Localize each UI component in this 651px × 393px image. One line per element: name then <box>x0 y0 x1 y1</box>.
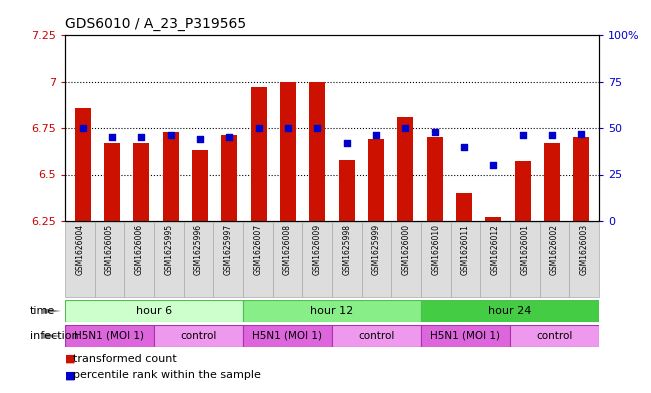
Bar <box>426 137 443 221</box>
Text: GSM1625995: GSM1625995 <box>164 224 173 275</box>
Point <box>488 162 499 168</box>
Text: ■: ■ <box>65 354 76 364</box>
Bar <box>243 300 421 322</box>
Text: hour 12: hour 12 <box>311 306 353 316</box>
Text: GSM1626012: GSM1626012 <box>491 224 500 275</box>
Point <box>77 125 88 131</box>
Bar <box>243 325 332 347</box>
Point <box>195 136 205 142</box>
Bar <box>192 150 208 221</box>
Text: GSM1626010: GSM1626010 <box>432 224 440 275</box>
Point <box>430 129 440 135</box>
Bar <box>515 162 531 221</box>
Text: GSM1625996: GSM1625996 <box>194 224 203 275</box>
Bar <box>154 325 243 347</box>
Text: GSM1626007: GSM1626007 <box>253 224 262 275</box>
Bar <box>251 87 267 221</box>
Text: GSM1626005: GSM1626005 <box>105 224 114 275</box>
Point <box>165 132 176 139</box>
Polygon shape <box>43 333 61 339</box>
Bar <box>221 136 238 221</box>
Text: GSM1626006: GSM1626006 <box>135 224 144 275</box>
Polygon shape <box>43 308 61 314</box>
Text: GSM1626001: GSM1626001 <box>520 224 529 275</box>
Point <box>459 143 469 150</box>
Text: GSM1626002: GSM1626002 <box>550 224 559 275</box>
Text: hour 24: hour 24 <box>488 306 532 316</box>
Text: GSM1626011: GSM1626011 <box>461 224 470 275</box>
Text: ■: ■ <box>65 370 76 380</box>
Text: control: control <box>180 331 217 341</box>
Bar <box>65 300 243 322</box>
Bar <box>544 143 560 221</box>
Text: control: control <box>536 331 573 341</box>
Text: hour 6: hour 6 <box>136 306 172 316</box>
Text: GDS6010 / A_23_P319565: GDS6010 / A_23_P319565 <box>65 17 246 31</box>
Bar <box>332 325 421 347</box>
Bar <box>574 137 589 221</box>
Point <box>400 125 411 131</box>
Bar <box>65 325 154 347</box>
Text: GSM1626004: GSM1626004 <box>76 224 85 275</box>
Point <box>576 130 587 137</box>
Text: H5N1 (MOI 1): H5N1 (MOI 1) <box>253 331 322 341</box>
Bar <box>133 143 149 221</box>
Point <box>371 132 381 139</box>
Text: percentile rank within the sample: percentile rank within the sample <box>73 370 260 380</box>
Text: control: control <box>358 331 395 341</box>
Bar <box>456 193 472 221</box>
Text: GSM1625998: GSM1625998 <box>342 224 352 275</box>
Bar <box>421 325 510 347</box>
Point <box>107 134 117 140</box>
Point <box>136 134 146 140</box>
Point <box>547 132 557 139</box>
Point <box>224 134 234 140</box>
Text: H5N1 (MOI 1): H5N1 (MOI 1) <box>430 331 501 341</box>
Bar <box>309 81 326 221</box>
Text: GSM1626003: GSM1626003 <box>579 224 589 275</box>
Point <box>518 132 528 139</box>
Text: GSM1625999: GSM1625999 <box>372 224 381 275</box>
Point <box>312 125 322 131</box>
Bar <box>510 325 599 347</box>
Bar <box>74 108 90 221</box>
Text: time: time <box>30 306 55 316</box>
Bar <box>421 300 599 322</box>
Point <box>283 125 293 131</box>
Text: infection: infection <box>30 331 79 341</box>
Bar <box>280 81 296 221</box>
Bar <box>104 143 120 221</box>
Text: GSM1625997: GSM1625997 <box>224 224 232 275</box>
Point <box>253 125 264 131</box>
Bar <box>339 160 355 221</box>
Text: H5N1 (MOI 1): H5N1 (MOI 1) <box>74 331 145 341</box>
Text: transformed count: transformed count <box>73 354 176 364</box>
Point <box>342 140 352 146</box>
Bar <box>485 217 501 221</box>
Bar <box>368 139 384 221</box>
Bar <box>397 117 413 221</box>
Text: GSM1626009: GSM1626009 <box>312 224 322 275</box>
Bar <box>163 132 178 221</box>
Text: GSM1626000: GSM1626000 <box>402 224 411 275</box>
Text: GSM1626008: GSM1626008 <box>283 224 292 275</box>
